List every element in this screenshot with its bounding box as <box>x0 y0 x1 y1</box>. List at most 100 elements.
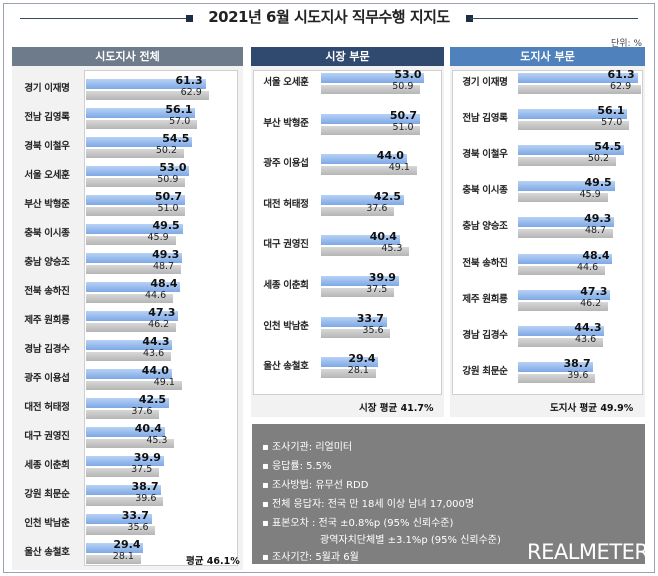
bar-may <box>321 369 376 379</box>
value-label-may: 57.0 <box>601 117 623 129</box>
info-agency: 조사기관: 리얼미터 <box>271 442 353 453</box>
bar-may <box>86 497 164 506</box>
category-label: 부산 박형준 <box>24 199 70 210</box>
bar-june <box>518 109 628 120</box>
bar-june <box>321 316 387 327</box>
value-label-may: 35.6 <box>362 324 384 336</box>
panel-governor-header: 도지사 부문 <box>450 47 645 66</box>
panel-governor-average: 도지사 평균 49.9% <box>550 403 634 414</box>
bar-june <box>86 108 196 118</box>
info-sampling-error: 표본오차 : 전국 ±0.8%p (95% 신뢰수준) <box>271 518 454 529</box>
bar-may <box>321 166 417 176</box>
value-label-june: 42.5 <box>373 189 402 203</box>
panel-mayor-body <box>251 66 444 417</box>
panel-mayor-average: 시장 평균 41.7% <box>359 403 434 414</box>
category-label: 전북 송하진 <box>24 286 70 297</box>
value-label-june: 53.0 <box>159 161 187 174</box>
bar-may <box>518 157 616 167</box>
value-label-may: 45.3 <box>381 243 403 255</box>
bar-june <box>321 357 379 368</box>
category-label: 인천 박남춘 <box>24 518 70 529</box>
value-label-june: 29.4 <box>113 538 141 551</box>
category-label: 충북 이시종 <box>462 185 508 197</box>
value-label-june: 47.3 <box>148 306 176 319</box>
value-label-june: 61.3 <box>175 74 203 87</box>
panel-governor: 도지사 부문 경기 이재명 61.3 62.9 전남 김영록 56.1 57.0 경북 이철… <box>450 47 645 417</box>
value-label-may: 44.6 <box>144 290 167 301</box>
value-label-june: 50.7 <box>389 108 417 122</box>
category-label: 전북 송하진 <box>462 257 508 269</box>
value-label-june: 48.4 <box>150 277 178 290</box>
bar-june <box>321 73 425 83</box>
title-marker-left <box>186 15 193 22</box>
value-label-may: 62.9 <box>180 87 202 98</box>
bar-may <box>86 207 186 216</box>
category-label: 경북 이철우 <box>462 149 508 161</box>
info-sampling-error-regional: 광역자치단체별 ±3.1%p (95% 신뢰수준) <box>320 535 501 546</box>
bar-june <box>518 181 615 192</box>
value-label-may: 39.6 <box>567 369 589 381</box>
value-label-may: 37.5 <box>131 464 153 475</box>
bar-may <box>86 149 184 158</box>
category-label: 제주 원희룡 <box>24 315 70 326</box>
value-label-may: 28.1 <box>347 365 369 377</box>
value-label-may: 49.1 <box>153 377 175 388</box>
info-response-rate: 응답률: 5.5% <box>271 461 332 472</box>
bar-june <box>321 276 399 286</box>
value-label-may: 51.0 <box>157 203 179 214</box>
category-label: 대전 허태정 <box>263 198 309 210</box>
bar-june <box>86 456 164 466</box>
page-title: 2021년 6월 시도지사 직무수행 지지도 <box>208 8 450 26</box>
panel-all-header: 시도지사 전체 <box>12 47 243 66</box>
bar-june <box>86 398 169 408</box>
bar-may <box>86 265 181 274</box>
value-label-may: 45.9 <box>147 232 169 243</box>
value-label-may: 46.2 <box>148 319 170 330</box>
value-label-june: 39.9 <box>368 271 396 284</box>
value-label-june: 40.4 <box>369 230 397 244</box>
bar-may <box>518 85 641 94</box>
category-label: 강원 최문순 <box>462 365 508 377</box>
value-label-june: 49.5 <box>584 176 612 190</box>
panel-mayor: 시장 부문 서울 오세훈 53.0 50.9 부산 박형준 50.7 51.0 광주 이용섭… <box>251 47 444 417</box>
category-label: 울산 송철호 <box>24 547 70 558</box>
value-label-may: 37.6 <box>366 202 388 214</box>
bar-may <box>86 294 173 303</box>
info-line-period: ▪ 조사기간: 5월과 6월 <box>262 552 359 563</box>
outer-frame <box>3 3 655 573</box>
value-label-may: 50.2 <box>155 145 178 156</box>
category-label: 경기 이재명 <box>462 77 508 88</box>
bar-june <box>518 289 611 300</box>
bar-june <box>518 253 613 264</box>
category-label: 부산 박형준 <box>263 117 309 129</box>
info-line-method: ▪ 조사방법: 유무선 RDD <box>262 480 369 491</box>
value-label-may: 45.9 <box>579 189 601 201</box>
category-label: 경남 김경수 <box>24 344 70 355</box>
info-method: 조사방법: 유무선 RDD <box>271 480 369 491</box>
value-label-june: 38.7 <box>131 480 159 493</box>
value-label-may: 48.7 <box>584 225 607 237</box>
value-label-june: 44.3 <box>142 335 170 348</box>
category-label: 경기 이재명 <box>24 83 70 94</box>
bar-june <box>86 369 172 379</box>
category-label: 충남 양승조 <box>462 221 508 233</box>
bar-june <box>518 217 615 228</box>
panel-mayor-plot-area <box>253 70 442 395</box>
bar-june <box>86 253 183 263</box>
bar-june <box>86 224 183 234</box>
bar-may <box>86 381 182 390</box>
value-label-june: 47.3 <box>580 284 608 298</box>
brand-logo: REALMETER <box>527 540 649 564</box>
bar-may <box>86 439 175 448</box>
bar-may <box>321 206 395 216</box>
value-label-june: 38.7 <box>563 356 591 370</box>
category-label: 대전 허태정 <box>24 402 70 413</box>
title-rule-left <box>20 18 190 19</box>
bar-june <box>86 514 152 524</box>
panel-all-average: 평균 46.1% <box>186 556 240 567</box>
value-label-june: 50.7 <box>154 190 182 203</box>
value-label-june: 56.1 <box>597 104 625 118</box>
bar-may <box>518 193 608 203</box>
value-label-june: 29.4 <box>348 352 376 366</box>
bar-may <box>86 526 156 535</box>
